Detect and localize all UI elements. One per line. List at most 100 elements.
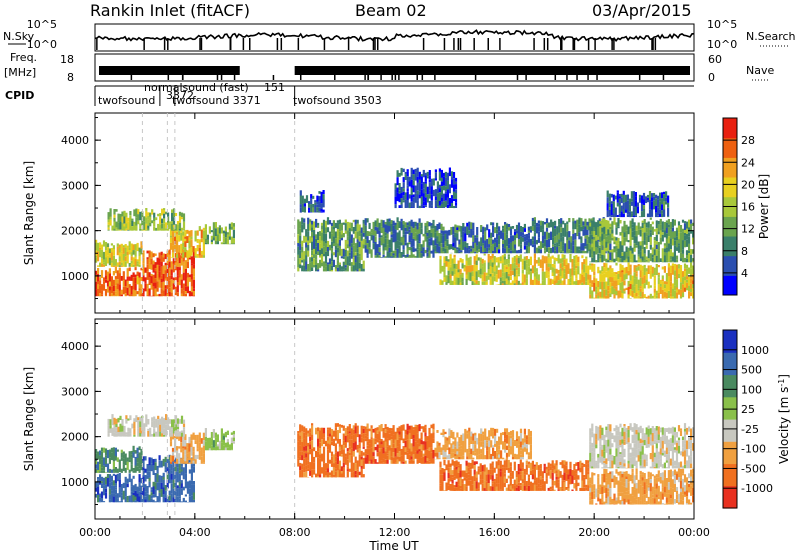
range-cell xyxy=(340,471,343,474)
range-cell xyxy=(111,421,114,426)
range-cell xyxy=(657,231,660,235)
range-cell xyxy=(418,444,421,447)
range-cell xyxy=(491,465,494,470)
range-cell xyxy=(438,452,441,459)
range-cell xyxy=(637,241,640,250)
range-cell xyxy=(118,487,121,495)
range-cell xyxy=(692,280,695,284)
range-cell xyxy=(504,239,507,249)
range-cell xyxy=(374,459,377,464)
range-cell xyxy=(314,200,317,203)
range-cell xyxy=(551,279,554,284)
range-cell xyxy=(521,237,524,242)
range-cell xyxy=(200,250,203,255)
range-cell xyxy=(315,267,318,272)
range-cell xyxy=(208,226,211,234)
range-cell xyxy=(138,255,141,262)
range-cell xyxy=(114,259,117,266)
range-cell xyxy=(519,471,522,475)
range-cell xyxy=(133,428,136,435)
range-cell xyxy=(552,246,555,253)
cpid-label: CPID xyxy=(5,89,34,102)
range-cell xyxy=(641,232,644,241)
range-cell xyxy=(669,244,672,250)
range-cell xyxy=(645,261,648,263)
range-cell xyxy=(174,500,177,503)
range-cell xyxy=(617,243,620,249)
range-cell xyxy=(629,501,632,505)
range-cell xyxy=(305,453,308,458)
range-cell xyxy=(659,192,662,199)
range-cell xyxy=(601,473,604,477)
range-cell xyxy=(384,441,387,449)
range-cell xyxy=(478,249,481,253)
range-cell xyxy=(607,484,610,489)
range-cell xyxy=(344,239,347,247)
range-cell xyxy=(182,448,185,452)
range-cell xyxy=(591,247,594,255)
range-cell xyxy=(126,461,129,470)
range-cell xyxy=(492,243,495,251)
range-cell xyxy=(156,465,159,474)
range-cell xyxy=(137,428,140,437)
range-cell xyxy=(515,454,519,457)
range-cell xyxy=(390,456,393,461)
range-cell xyxy=(692,291,695,299)
range-cell xyxy=(212,237,215,241)
range-cell xyxy=(362,260,365,264)
range-cell xyxy=(447,261,450,271)
range-cell xyxy=(595,260,598,263)
range-cell xyxy=(584,251,587,254)
range-cell xyxy=(180,415,184,424)
range-cell xyxy=(480,246,483,254)
range-cell xyxy=(190,440,193,447)
range-cell xyxy=(118,465,121,472)
range-cell xyxy=(675,292,679,299)
range-cell xyxy=(616,192,619,197)
range-cell xyxy=(148,288,151,296)
range-cell xyxy=(378,222,381,231)
range-cell xyxy=(673,219,676,226)
range-cell xyxy=(434,251,437,254)
range-cell xyxy=(342,425,345,429)
range-cell xyxy=(474,242,477,252)
range-cell xyxy=(628,216,631,218)
range-cell xyxy=(226,232,229,235)
range-cell xyxy=(169,419,172,424)
range-cell xyxy=(541,478,544,485)
range-cell xyxy=(525,439,528,444)
range-cell xyxy=(192,295,195,297)
range-cell xyxy=(445,490,448,491)
range-cell xyxy=(681,271,685,278)
range-cell xyxy=(116,457,119,462)
range-cell xyxy=(519,485,522,491)
range-cell xyxy=(222,435,225,440)
range-cell xyxy=(527,477,530,480)
range-cell xyxy=(507,224,511,228)
range-cell xyxy=(192,492,195,500)
range-cell xyxy=(444,245,447,249)
range-cell xyxy=(525,278,528,285)
range-cell xyxy=(95,258,98,263)
range-cell xyxy=(394,189,397,197)
range-cell xyxy=(392,253,395,256)
range-cell xyxy=(603,468,606,474)
range-cell xyxy=(567,279,570,285)
range-cell xyxy=(593,271,596,276)
range-cell xyxy=(551,264,554,268)
range-cell xyxy=(665,252,668,261)
range-cell xyxy=(108,449,111,458)
range-cell xyxy=(671,263,674,266)
range-cell xyxy=(158,271,161,278)
range-cell xyxy=(178,435,181,441)
range-cell xyxy=(671,252,674,257)
range-cell xyxy=(155,217,158,221)
range-cell xyxy=(446,440,449,448)
range-cell xyxy=(112,249,115,256)
range-cell xyxy=(649,285,652,288)
range-cell xyxy=(324,266,328,272)
range-cell xyxy=(350,435,353,440)
range-cell xyxy=(465,260,468,267)
range-cell xyxy=(102,240,106,247)
range-cell xyxy=(458,456,461,460)
